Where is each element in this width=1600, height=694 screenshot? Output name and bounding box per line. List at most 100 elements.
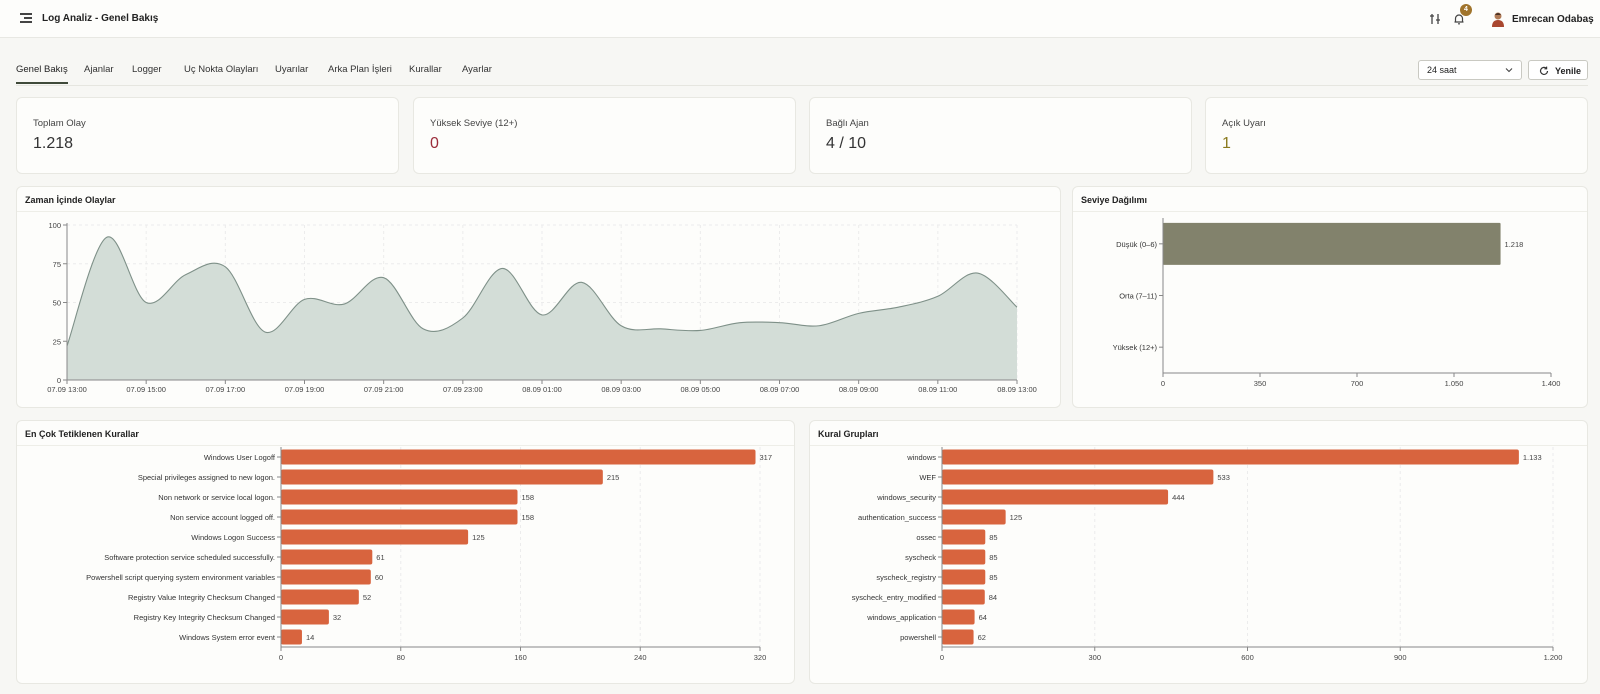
chart-title: Zaman İçinde Olaylar bbox=[25, 195, 116, 205]
x-tick-label: 07.09 23:00 bbox=[443, 385, 483, 394]
rule-groups-card: Kural Grupları 0 300 600 900 1.200 windows 1.1… bbox=[809, 420, 1588, 684]
tab-logger[interactable]: Logger bbox=[132, 64, 162, 75]
data-label: 85 bbox=[989, 573, 997, 582]
category-label: Orta (7–11) bbox=[1119, 292, 1157, 301]
chart-title: Seviye Dağılımı bbox=[1081, 195, 1148, 205]
category-label: powershell bbox=[900, 633, 936, 642]
chart-title: Kural Grupları bbox=[818, 429, 879, 439]
refresh-button[interactable]: Yenile bbox=[1528, 60, 1588, 80]
level-distribution-card: Seviye Dağılımı 0 350 700 1.050 1.400 Düşük (… bbox=[1072, 186, 1588, 408]
category-label: authentication_success bbox=[858, 513, 936, 522]
x-tick-label: 240 bbox=[634, 653, 647, 662]
data-label: 1.218 bbox=[1505, 240, 1524, 249]
x-tick-label: 160 bbox=[514, 653, 527, 662]
tab-ayarlar[interactable]: Ayarlar bbox=[462, 64, 492, 75]
x-tick-label: 0 bbox=[1161, 379, 1165, 388]
tab-ajanlar[interactable]: Ajanlar bbox=[84, 64, 114, 75]
x-tick-label: 08.09 13:00 bbox=[997, 385, 1037, 394]
time-range-select[interactable]: 24 saat bbox=[1418, 60, 1522, 80]
stat-label: Bağlı Ajan bbox=[826, 118, 869, 129]
bar bbox=[942, 609, 975, 625]
bar bbox=[281, 629, 302, 645]
top-rules-card: En Çok Tetiklenen Kurallar 0 80 160 240 320 W… bbox=[16, 420, 795, 684]
category-label: Non service account logged off. bbox=[170, 513, 275, 522]
bar bbox=[942, 589, 985, 605]
category-label: Windows System error event bbox=[179, 633, 276, 642]
bar bbox=[1163, 222, 1501, 265]
y-tick-label: 50 bbox=[53, 299, 61, 308]
tab-uc-nokta-olaylari[interactable]: Uç Nokta Olayları bbox=[184, 64, 259, 75]
chart-title: En Çok Tetiklenen Kurallar bbox=[25, 429, 139, 439]
level-distribution-chart: 0 350 700 1.050 1.400 Düşük (0–6) 1.218 Orta (7… bbox=[1113, 218, 1561, 388]
card-header-divider bbox=[17, 211, 1060, 212]
tab-kurallar[interactable]: Kurallar bbox=[409, 64, 442, 75]
stat-label: Toplam Olay bbox=[33, 118, 86, 129]
y-tick-label: 100 bbox=[48, 221, 61, 230]
events-over-time-card: Zaman İçinde Olaylar 0 25 50 75 100 07.09 13:… bbox=[16, 186, 1061, 408]
x-tick-label: 1.200 bbox=[1544, 653, 1563, 662]
x-tick-label: 1.400 bbox=[1542, 379, 1561, 388]
app-title: Log Analiz - Genel Bakış bbox=[42, 13, 159, 24]
data-label: 125 bbox=[1010, 513, 1023, 522]
data-label: 64 bbox=[979, 613, 987, 622]
category-label: syscheck_entry_modified bbox=[852, 593, 936, 602]
events-over-time-chart: 0 25 50 75 100 07.09 13:00 07.09 15:00 07.09 17… bbox=[47, 221, 1037, 394]
bar bbox=[281, 589, 359, 605]
x-tick-label: 0 bbox=[279, 653, 283, 662]
bar bbox=[942, 509, 1006, 525]
stat-value: 4 / 10 bbox=[826, 135, 867, 152]
card-header-divider bbox=[810, 445, 1587, 446]
x-tick-label: 07.09 13:00 bbox=[47, 385, 87, 394]
x-tick-label: 07.09 21:00 bbox=[364, 385, 404, 394]
category-label: Registry Value Integrity Checksum Change… bbox=[128, 593, 275, 602]
x-tick-label: 07.09 19:00 bbox=[285, 385, 325, 394]
data-label: 158 bbox=[522, 513, 535, 522]
y-tick-label: 75 bbox=[53, 260, 61, 269]
category-label: Software protection service scheduled su… bbox=[104, 553, 275, 562]
x-tick-label: 1.050 bbox=[1445, 379, 1464, 388]
tab-genel-bakis[interactable]: Genel Bakış bbox=[16, 64, 68, 84]
x-tick-label: 300 bbox=[1088, 653, 1101, 662]
category-label: Non network or service local logon. bbox=[158, 493, 275, 502]
card-header-divider bbox=[1073, 211, 1587, 212]
events-area bbox=[67, 236, 1017, 380]
y-tick-label: 25 bbox=[53, 337, 61, 346]
bar bbox=[942, 549, 986, 565]
bar bbox=[281, 449, 756, 465]
user-name[interactable]: Emrecan Odabaş bbox=[1512, 14, 1594, 25]
stat-value: 0 bbox=[430, 135, 439, 152]
data-label: 215 bbox=[607, 473, 620, 482]
y-tick-label: 0 bbox=[57, 376, 61, 385]
data-label: 32 bbox=[333, 613, 341, 622]
stat-card-high-level: Yüksek Seviye (12+) 0 bbox=[413, 97, 796, 174]
x-tick-label: 80 bbox=[397, 653, 405, 662]
filter-tools-icon[interactable] bbox=[1428, 12, 1442, 26]
time-range-value: 24 saat bbox=[1427, 65, 1457, 75]
x-tick-label: 08.09 07:00 bbox=[760, 385, 800, 394]
data-label: 158 bbox=[522, 493, 535, 502]
x-tick-label: 08.09 09:00 bbox=[839, 385, 879, 394]
data-label: 52 bbox=[363, 593, 371, 602]
bar bbox=[281, 569, 371, 585]
tabs-divider bbox=[16, 85, 1588, 86]
rule-groups-chart: 0 300 600 900 1.200 windows 1.133 WEF 533 windows… bbox=[852, 447, 1563, 662]
data-label: 84 bbox=[989, 593, 997, 602]
menu-toggle-icon[interactable] bbox=[20, 13, 32, 23]
tab-uyarilar[interactable]: Uyarılar bbox=[275, 64, 309, 75]
bell-icon[interactable] bbox=[1452, 12, 1466, 26]
category-label: Registry Key Integrity Checksum Changed bbox=[134, 613, 275, 622]
bar bbox=[942, 569, 986, 585]
refresh-icon bbox=[1539, 66, 1549, 76]
bar bbox=[281, 529, 469, 545]
category-label: windows_application bbox=[866, 613, 936, 622]
tab-arka-plan-isleri[interactable]: Arka Plan İşleri bbox=[328, 64, 392, 75]
category-label: windows_security bbox=[876, 493, 936, 502]
avatar[interactable] bbox=[1491, 11, 1505, 27]
top-rules-chart: 0 80 160 240 320 Windows User Logoff 317 Specia… bbox=[86, 447, 772, 662]
card-header-divider bbox=[17, 445, 794, 446]
refresh-label: Yenile bbox=[1555, 66, 1582, 76]
x-tick-label: 0 bbox=[940, 653, 944, 662]
x-tick-label: 600 bbox=[1241, 653, 1254, 662]
bar bbox=[281, 509, 518, 525]
data-label: 444 bbox=[1172, 493, 1185, 502]
